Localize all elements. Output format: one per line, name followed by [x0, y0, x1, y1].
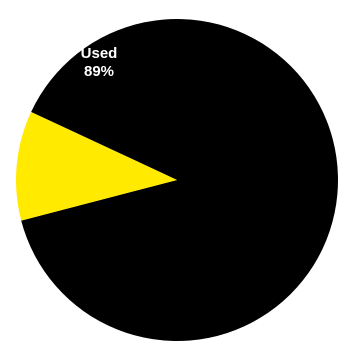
- slice-value-used: 89%: [84, 63, 114, 80]
- slice-label-new: New: [240, 268, 271, 285]
- pie-slice-used: [21, 19, 339, 342]
- slice-label-used: Used: [81, 45, 118, 62]
- slice-value-new: 11%: [240, 286, 269, 303]
- pie-slice-new: [15, 111, 177, 221]
